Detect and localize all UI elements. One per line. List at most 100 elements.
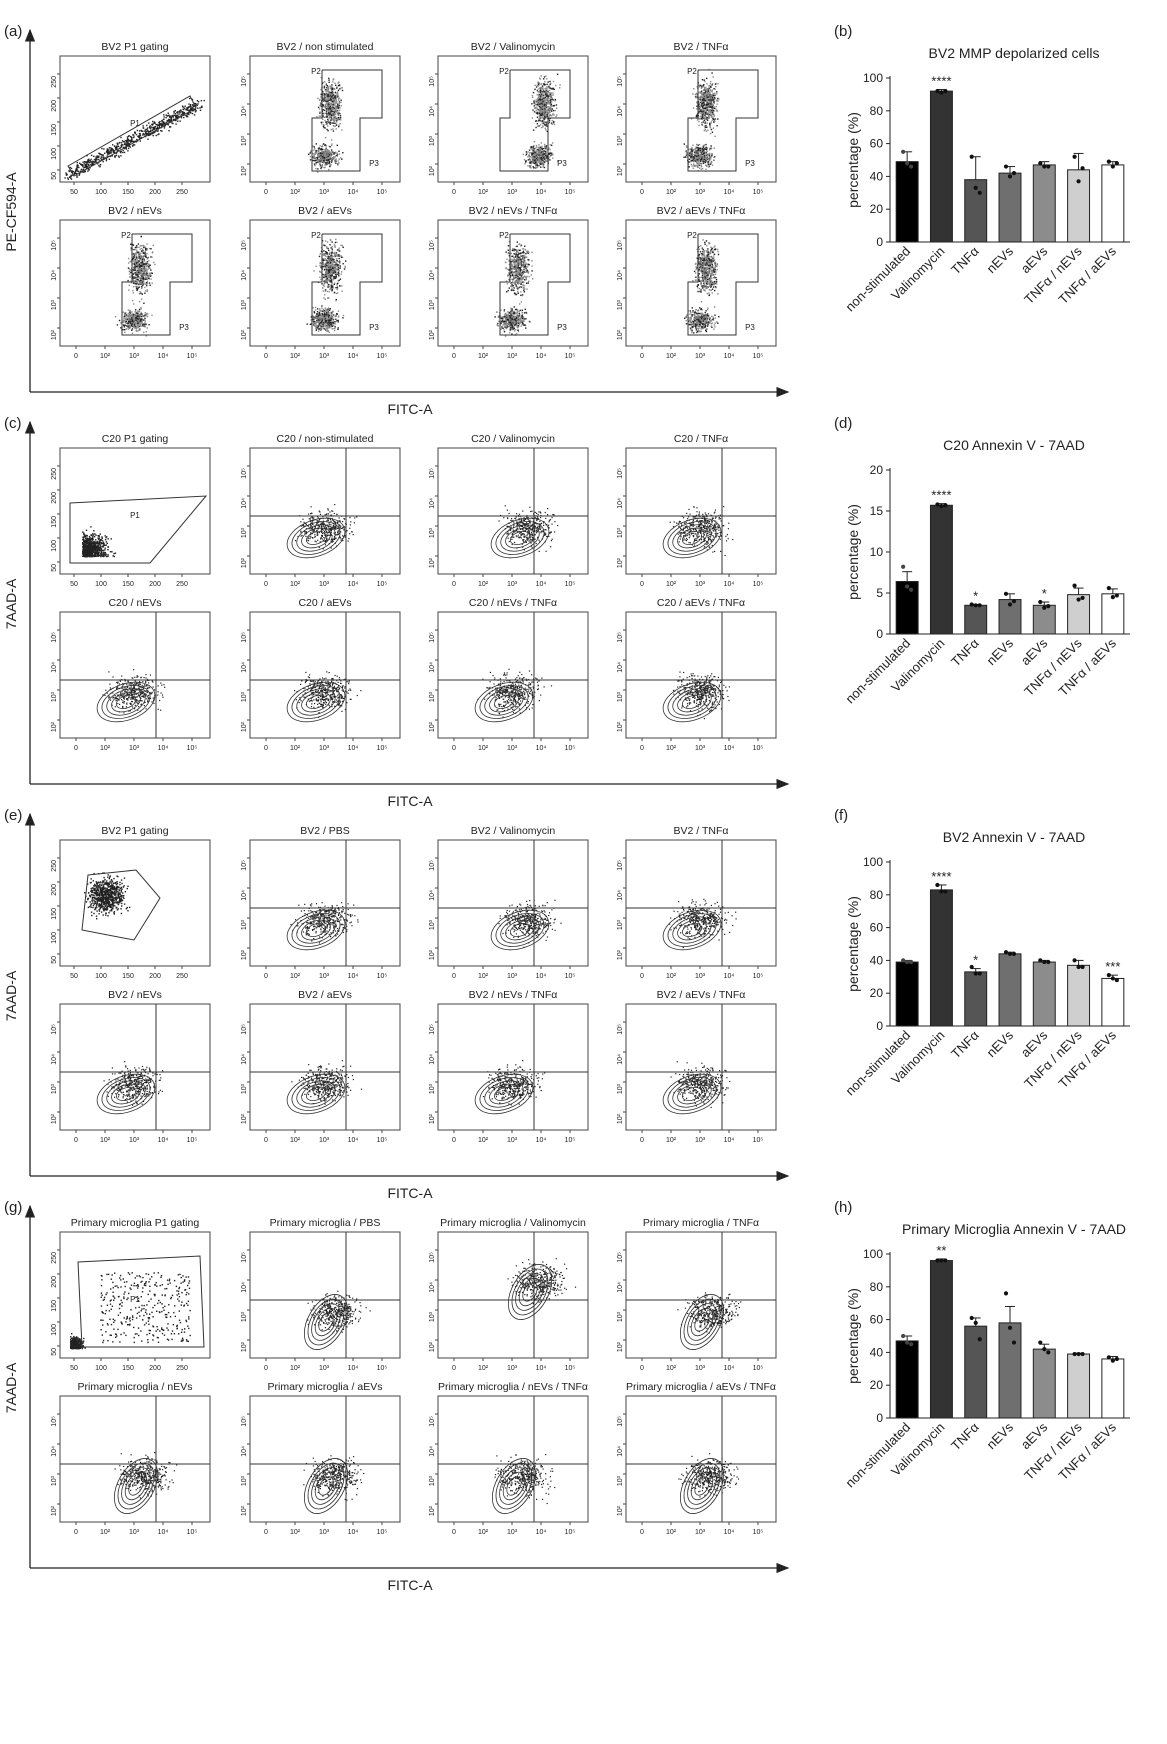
x-tick-label: 10³ xyxy=(695,1365,706,1372)
y-tick-label: 10² xyxy=(429,1505,436,1516)
y-tick-label: 10⁵ xyxy=(51,632,58,643)
event-dots xyxy=(82,526,117,558)
contour-line xyxy=(500,524,540,552)
y-tick-label: 10⁴ xyxy=(241,1054,248,1065)
data-point xyxy=(905,1340,910,1345)
y-tick-label: 100 xyxy=(863,855,883,869)
y-tick-label: 10² xyxy=(617,1113,624,1124)
flow-panel-title: BV2 / TNFα xyxy=(674,41,729,53)
x-tick-label: 10³ xyxy=(319,1529,330,1536)
flow-panel-frame xyxy=(625,611,777,739)
y-tick-label: 0 xyxy=(876,235,883,249)
x-tick-label: 10² xyxy=(100,353,111,360)
y-tick-label: 10² xyxy=(617,1341,624,1352)
event-dots xyxy=(64,97,205,180)
x-tick-label: 200 xyxy=(149,1365,161,1372)
x-tick-label: 10⁴ xyxy=(158,353,169,360)
y-tick-label: 100 xyxy=(863,71,883,85)
x-tick-label: 10⁴ xyxy=(536,1529,547,1536)
flow-section: (a) PE-CF594-A FITC-A BV2 P1 gating 50 100 150… xyxy=(3,23,790,417)
x-tick-label: 10⁴ xyxy=(724,189,735,196)
bar xyxy=(1101,593,1125,635)
y-tick-label: 10³ xyxy=(429,919,436,930)
x-tick-label: 10³ xyxy=(695,353,706,360)
x-tick-label: 0 xyxy=(264,1529,268,1536)
data-point xyxy=(977,971,982,976)
significance-marker: * xyxy=(1042,586,1047,601)
x-tick-label: 10³ xyxy=(507,353,518,360)
y-tick-label: 10² xyxy=(617,329,624,340)
y-tick-label: 10⁵ xyxy=(429,1252,436,1263)
x-tick-label: 10³ xyxy=(695,581,706,588)
y-tick-label: 0 xyxy=(876,1019,883,1033)
bar xyxy=(1101,977,1125,1027)
x-tick-label: 250 xyxy=(176,973,188,980)
significance-marker: ** xyxy=(936,1243,946,1258)
x-tick-label: 10⁵ xyxy=(377,1137,388,1144)
y-tick-label: 10² xyxy=(241,1341,248,1352)
y-tick-label: 10³ xyxy=(51,1083,58,1094)
x-tick-label: 10² xyxy=(666,745,677,752)
contour-line xyxy=(662,909,722,951)
flow-panel: BV2 / TNFα 0 10² 10³ 10⁴ 10⁵ 10² 10³ 10⁴ 10⁵ xyxy=(617,825,777,980)
y-tick-label: 10⁴ xyxy=(241,662,248,673)
data-point xyxy=(901,149,906,154)
y-axis-label: PE-CF594-A xyxy=(3,172,19,252)
flow-panel-title: C20 / Valinomycin xyxy=(471,433,555,445)
data-point xyxy=(943,889,948,894)
y-tick-label: 40 xyxy=(870,1345,884,1359)
flow-panel: BV2 / non stimulated 0 10² 10³ 10⁴ 10⁵ 10² 10³ 1… xyxy=(241,41,401,196)
x-tick-label: nEVs xyxy=(984,1027,1017,1060)
y-tick-label: 10⁴ xyxy=(241,270,248,281)
bar-chart: (h) Primary Microglia Annexin V - 7AAD per… xyxy=(834,1199,1130,1490)
y-tick-label: 10⁴ xyxy=(617,270,624,281)
data-point xyxy=(1003,1291,1009,1296)
data-point xyxy=(1114,1356,1119,1362)
contour-line xyxy=(286,909,346,951)
y-tick-label: 10⁴ xyxy=(429,1282,436,1293)
x-tick-label: 200 xyxy=(149,581,161,588)
x-tick-label: 10³ xyxy=(129,1137,140,1144)
data-point xyxy=(1114,593,1119,598)
y-tick-label: 10⁵ xyxy=(241,240,248,251)
data-point xyxy=(1003,591,1009,596)
bar xyxy=(895,161,919,243)
y-tick-label: 250 xyxy=(51,1252,58,1264)
contour-line xyxy=(667,685,717,719)
y-tick-label: 10⁵ xyxy=(617,1416,624,1427)
chart-title: BV2 MMP depolarized cells xyxy=(929,45,1100,61)
y-tick-label: 10⁵ xyxy=(241,76,248,87)
y-tick-label: 10² xyxy=(51,1113,58,1124)
data-point xyxy=(969,154,974,159)
section-letter: (e) xyxy=(4,807,22,824)
y-tick-label: 10³ xyxy=(617,1083,624,1094)
x-tick-label: 150 xyxy=(122,581,134,588)
flow-panel-title: BV2 P1 gating xyxy=(101,41,168,53)
x-tick-label: 10⁴ xyxy=(724,353,735,360)
y-tick-label: 10⁴ xyxy=(51,270,58,281)
x-tick-label: 200 xyxy=(149,189,161,196)
x-tick-label: 10⁵ xyxy=(565,189,576,196)
x-tick-label: 10² xyxy=(478,581,489,588)
y-tick-label: 10⁴ xyxy=(429,1446,436,1457)
flow-panel-title: BV2 / TNFα xyxy=(674,825,729,837)
event-dots xyxy=(84,872,131,920)
bar xyxy=(1032,1348,1056,1419)
contour-line xyxy=(490,517,550,559)
flow-panel: C20 / nEVs / TNFα 0 10² 10³ 10⁴ 10⁵ 10² 10³ 10⁴ 1… xyxy=(429,597,589,752)
data-point xyxy=(1042,959,1047,965)
y-tick-label: 80 xyxy=(870,888,884,902)
flow-panel-title: BV2 / aEVs / TNFα xyxy=(657,989,746,1001)
x-tick-label: 10⁵ xyxy=(187,745,198,752)
x-tick-label: 10² xyxy=(100,745,111,752)
x-tick-label: 10⁵ xyxy=(753,189,764,196)
x-tick-label: 10² xyxy=(666,1137,677,1144)
y-tick-label: 50 xyxy=(51,172,58,180)
significance-marker: **** xyxy=(931,488,951,503)
y-tick-label: 10² xyxy=(241,721,248,732)
data-point xyxy=(909,164,914,169)
flow-panel: BV2 / Valinomycin 0 10² 10³ 10⁴ 10⁵ 10² 10³ 10⁴ 1… xyxy=(429,825,589,980)
data-point xyxy=(1076,964,1081,970)
y-tick-label: 50 xyxy=(51,1348,58,1356)
y-tick-label: 10³ xyxy=(429,135,436,146)
